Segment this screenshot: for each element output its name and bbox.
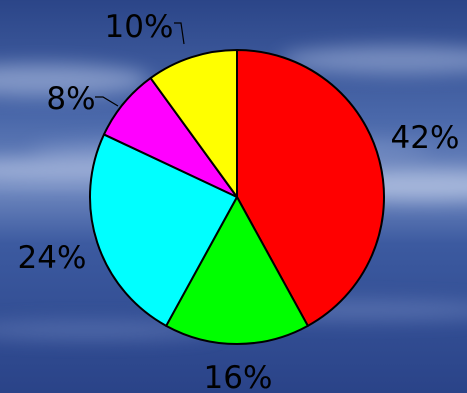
slice-label-42pct: 42%	[391, 120, 460, 156]
leader-lines	[95, 22, 185, 107]
pie-slices	[89, 49, 385, 345]
slice-label-16pct: 16%	[204, 360, 273, 393]
slice-labels: 42% 16% 24% 8% 10%	[18, 9, 460, 393]
pie-slice-42pct	[236, 49, 385, 327]
slice-label-8pct: 8%	[46, 81, 95, 117]
pie-slice-10pct	[149, 49, 238, 198]
pie-slice-16pct	[165, 196, 309, 345]
slice-label-24pct: 24%	[18, 240, 87, 276]
slice-label-10pct: 10%	[105, 9, 174, 45]
leader-line-8pct	[95, 96, 119, 107]
pie-slice-24pct	[89, 133, 238, 327]
leader-line-10pct	[174, 22, 185, 45]
